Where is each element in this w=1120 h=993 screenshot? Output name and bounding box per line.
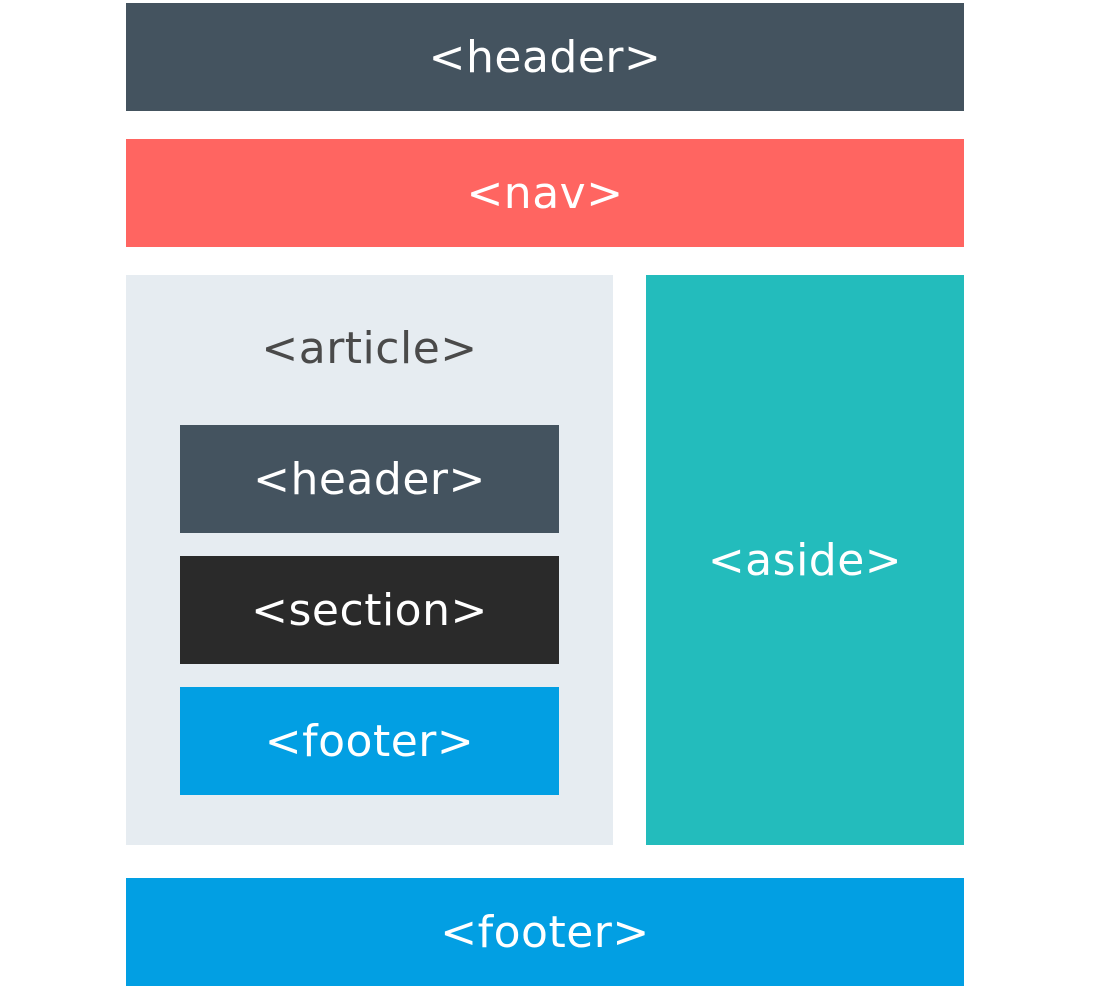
article-footer-label: <footer> <box>264 715 475 767</box>
page-header-block: <header> <box>126 3 964 111</box>
article-section-label: <section> <box>251 584 488 636</box>
page-footer-block: <footer> <box>126 878 964 986</box>
article-section-block: <section> <box>180 556 559 664</box>
aside-block: <aside> <box>646 275 964 845</box>
page-footer-label: <footer> <box>440 906 650 958</box>
aside-label: <aside> <box>707 534 903 586</box>
page-nav-label: <nav> <box>466 167 624 219</box>
page-nav-block: <nav> <box>126 139 964 247</box>
article-footer-block: <footer> <box>180 687 559 795</box>
article-title: <article> <box>261 323 478 374</box>
page-header-label: <header> <box>428 31 662 83</box>
article-block: <article> <header> <section> <footer> <box>126 275 613 845</box>
article-header-block: <header> <box>180 425 559 533</box>
article-header-label: <header> <box>253 453 486 505</box>
